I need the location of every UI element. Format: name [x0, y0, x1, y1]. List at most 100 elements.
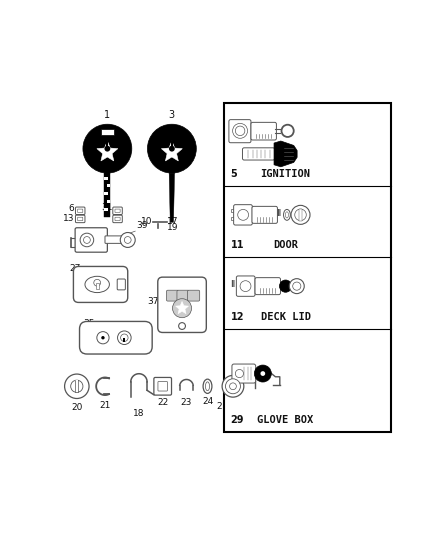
Bar [107, 200, 110, 203]
Text: 12: 12 [230, 312, 244, 322]
Ellipse shape [203, 379, 212, 393]
Bar [224, 103, 391, 432]
Text: DECK LID: DECK LID [261, 312, 311, 322]
Text: 13: 13 [63, 214, 74, 223]
Text: 27: 27 [69, 263, 81, 272]
Circle shape [279, 280, 292, 292]
Text: 25 - 26: 25 - 26 [217, 402, 249, 411]
Text: 3: 3 [169, 110, 175, 120]
FancyBboxPatch shape [243, 148, 275, 160]
FancyBboxPatch shape [158, 277, 206, 333]
Polygon shape [176, 302, 188, 314]
Circle shape [173, 298, 191, 318]
Circle shape [226, 379, 240, 394]
FancyBboxPatch shape [158, 382, 167, 391]
Text: 6: 6 [69, 204, 74, 213]
Circle shape [290, 279, 304, 294]
Circle shape [230, 383, 237, 390]
FancyBboxPatch shape [75, 215, 85, 223]
Text: 30: 30 [134, 329, 145, 338]
FancyBboxPatch shape [233, 205, 252, 225]
Bar [166, 185, 169, 189]
Bar [106, 141, 108, 149]
Circle shape [148, 124, 196, 173]
FancyBboxPatch shape [105, 236, 124, 244]
Bar [124, 338, 125, 342]
Text: 18: 18 [133, 409, 145, 418]
FancyBboxPatch shape [229, 119, 251, 143]
Circle shape [120, 232, 135, 247]
Polygon shape [169, 173, 175, 222]
Circle shape [295, 209, 306, 221]
Polygon shape [274, 141, 297, 167]
Bar [101, 129, 114, 135]
Circle shape [71, 380, 83, 392]
FancyBboxPatch shape [255, 278, 280, 295]
Circle shape [94, 279, 101, 286]
Text: 22: 22 [157, 398, 168, 407]
Text: 24: 24 [202, 398, 213, 407]
Text: 23: 23 [181, 398, 192, 407]
Ellipse shape [85, 276, 110, 293]
Bar [175, 209, 177, 213]
Text: 17: 17 [167, 217, 179, 226]
FancyBboxPatch shape [78, 209, 83, 213]
FancyBboxPatch shape [80, 321, 152, 354]
FancyBboxPatch shape [177, 290, 189, 301]
FancyBboxPatch shape [117, 279, 125, 290]
Text: IGNITION: IGNITION [261, 169, 311, 179]
Circle shape [291, 205, 310, 224]
Bar [171, 141, 173, 149]
Circle shape [169, 146, 175, 151]
FancyBboxPatch shape [187, 290, 200, 301]
Circle shape [83, 124, 132, 173]
Bar [96, 284, 99, 288]
Ellipse shape [286, 212, 289, 218]
Circle shape [101, 336, 105, 340]
FancyBboxPatch shape [251, 123, 276, 140]
Circle shape [104, 146, 110, 151]
Bar [166, 201, 169, 205]
Bar [175, 177, 177, 181]
Polygon shape [161, 141, 182, 161]
FancyBboxPatch shape [232, 364, 256, 383]
Bar [104, 192, 108, 195]
Circle shape [254, 365, 271, 382]
Text: 29: 29 [230, 415, 244, 425]
Bar [75, 380, 78, 392]
Bar [104, 176, 108, 180]
Ellipse shape [283, 209, 290, 220]
Text: 1: 1 [104, 110, 110, 120]
Bar [299, 209, 302, 221]
Bar [175, 193, 177, 197]
Text: 20: 20 [71, 402, 82, 411]
FancyBboxPatch shape [115, 209, 120, 213]
Text: 19: 19 [167, 223, 179, 232]
Circle shape [124, 237, 131, 244]
Circle shape [293, 282, 301, 290]
Circle shape [117, 331, 131, 344]
FancyBboxPatch shape [154, 377, 172, 395]
Text: 39: 39 [136, 222, 148, 230]
Text: 31: 31 [101, 203, 113, 212]
Circle shape [120, 334, 128, 342]
Text: 11: 11 [230, 240, 244, 251]
FancyBboxPatch shape [75, 207, 85, 214]
FancyBboxPatch shape [74, 266, 128, 302]
FancyBboxPatch shape [78, 217, 83, 221]
FancyBboxPatch shape [252, 206, 277, 223]
FancyBboxPatch shape [113, 215, 122, 223]
Text: 21: 21 [99, 400, 111, 409]
FancyBboxPatch shape [237, 276, 255, 296]
Polygon shape [97, 141, 118, 161]
Text: 37: 37 [148, 297, 159, 306]
Text: 28: 28 [261, 397, 272, 406]
Circle shape [64, 374, 89, 399]
Text: 35: 35 [83, 319, 95, 328]
Bar [107, 184, 110, 188]
Text: DOOR: DOOR [273, 240, 298, 251]
Bar [104, 207, 108, 211]
Ellipse shape [205, 382, 209, 391]
Text: 10: 10 [141, 217, 152, 226]
Circle shape [84, 237, 90, 244]
